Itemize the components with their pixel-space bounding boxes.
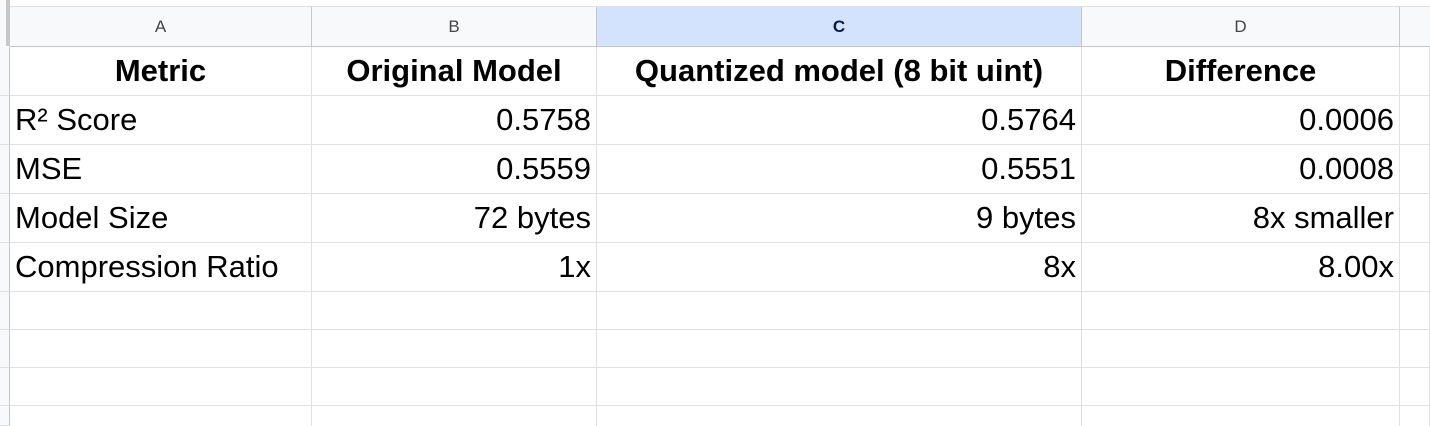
cell-empty[interactable] xyxy=(1082,330,1400,368)
cell-empty[interactable] xyxy=(10,330,312,368)
cell-empty[interactable] xyxy=(1082,406,1400,426)
cell-empty[interactable] xyxy=(597,406,1082,426)
column-header-c[interactable]: C xyxy=(597,6,1082,47)
cell-empty[interactable] xyxy=(1400,406,1430,426)
cell-c3[interactable]: 0.5551 xyxy=(597,145,1082,194)
cell-e1[interactable] xyxy=(1400,47,1430,96)
cell-empty[interactable] xyxy=(312,330,597,368)
cell-empty[interactable] xyxy=(597,292,1082,330)
cell-e2[interactable] xyxy=(1400,96,1430,145)
cell-empty[interactable] xyxy=(312,406,597,426)
row-header[interactable] xyxy=(0,243,10,292)
row-header[interactable] xyxy=(0,47,10,96)
cell-a3[interactable]: MSE xyxy=(10,145,312,194)
row-header[interactable] xyxy=(0,145,10,194)
column-header-b[interactable]: B xyxy=(312,6,597,47)
cell-d2[interactable]: 0.0006 xyxy=(1082,96,1400,145)
cell-c4[interactable]: 9 bytes xyxy=(597,194,1082,243)
cell-empty[interactable] xyxy=(597,330,1082,368)
row-header[interactable] xyxy=(0,292,10,330)
cell-b1[interactable]: Original Model xyxy=(312,47,597,96)
column-header-a[interactable]: A xyxy=(10,6,312,47)
row-header[interactable] xyxy=(0,96,10,145)
row-header[interactable] xyxy=(0,406,10,426)
cell-b4[interactable]: 72 bytes xyxy=(312,194,597,243)
row-header[interactable] xyxy=(0,194,10,243)
cell-c1[interactable]: Quantized model (8 bit uint) xyxy=(597,47,1082,96)
cell-d1[interactable]: Difference xyxy=(1082,47,1400,96)
column-header-e[interactable] xyxy=(1400,6,1430,47)
row-header[interactable] xyxy=(0,330,10,368)
cell-c2[interactable]: 0.5764 xyxy=(597,96,1082,145)
cell-empty[interactable] xyxy=(597,368,1082,406)
cell-d3[interactable]: 0.0008 xyxy=(1082,145,1400,194)
cell-empty[interactable] xyxy=(1400,292,1430,330)
select-all-corner[interactable] xyxy=(0,0,10,46)
cell-e5[interactable] xyxy=(1400,243,1430,292)
column-header-d[interactable]: D xyxy=(1082,6,1400,47)
cell-empty[interactable] xyxy=(10,292,312,330)
cell-d5[interactable]: 8.00x xyxy=(1082,243,1400,292)
cell-empty[interactable] xyxy=(1082,368,1400,406)
cell-empty[interactable] xyxy=(1400,330,1430,368)
cell-b3[interactable]: 0.5559 xyxy=(312,145,597,194)
cell-c5[interactable]: 8x xyxy=(597,243,1082,292)
cell-empty[interactable] xyxy=(312,368,597,406)
cell-e4[interactable] xyxy=(1400,194,1430,243)
cell-d4[interactable]: 8x smaller xyxy=(1082,194,1400,243)
cell-empty[interactable] xyxy=(10,406,312,426)
cell-b5[interactable]: 1x xyxy=(312,243,597,292)
cell-empty[interactable] xyxy=(1082,292,1400,330)
cell-a5[interactable]: Compression Ratio xyxy=(10,243,312,292)
cell-a2[interactable]: R² Score xyxy=(10,96,312,145)
cell-empty[interactable] xyxy=(312,292,597,330)
cell-a1[interactable]: Metric xyxy=(10,47,312,96)
cell-empty[interactable] xyxy=(1400,368,1430,406)
cell-empty[interactable] xyxy=(10,368,312,406)
cell-b2[interactable]: 0.5758 xyxy=(312,96,597,145)
cell-a4[interactable]: Model Size xyxy=(10,194,312,243)
row-header[interactable] xyxy=(0,368,10,406)
cell-e3[interactable] xyxy=(1400,145,1430,194)
